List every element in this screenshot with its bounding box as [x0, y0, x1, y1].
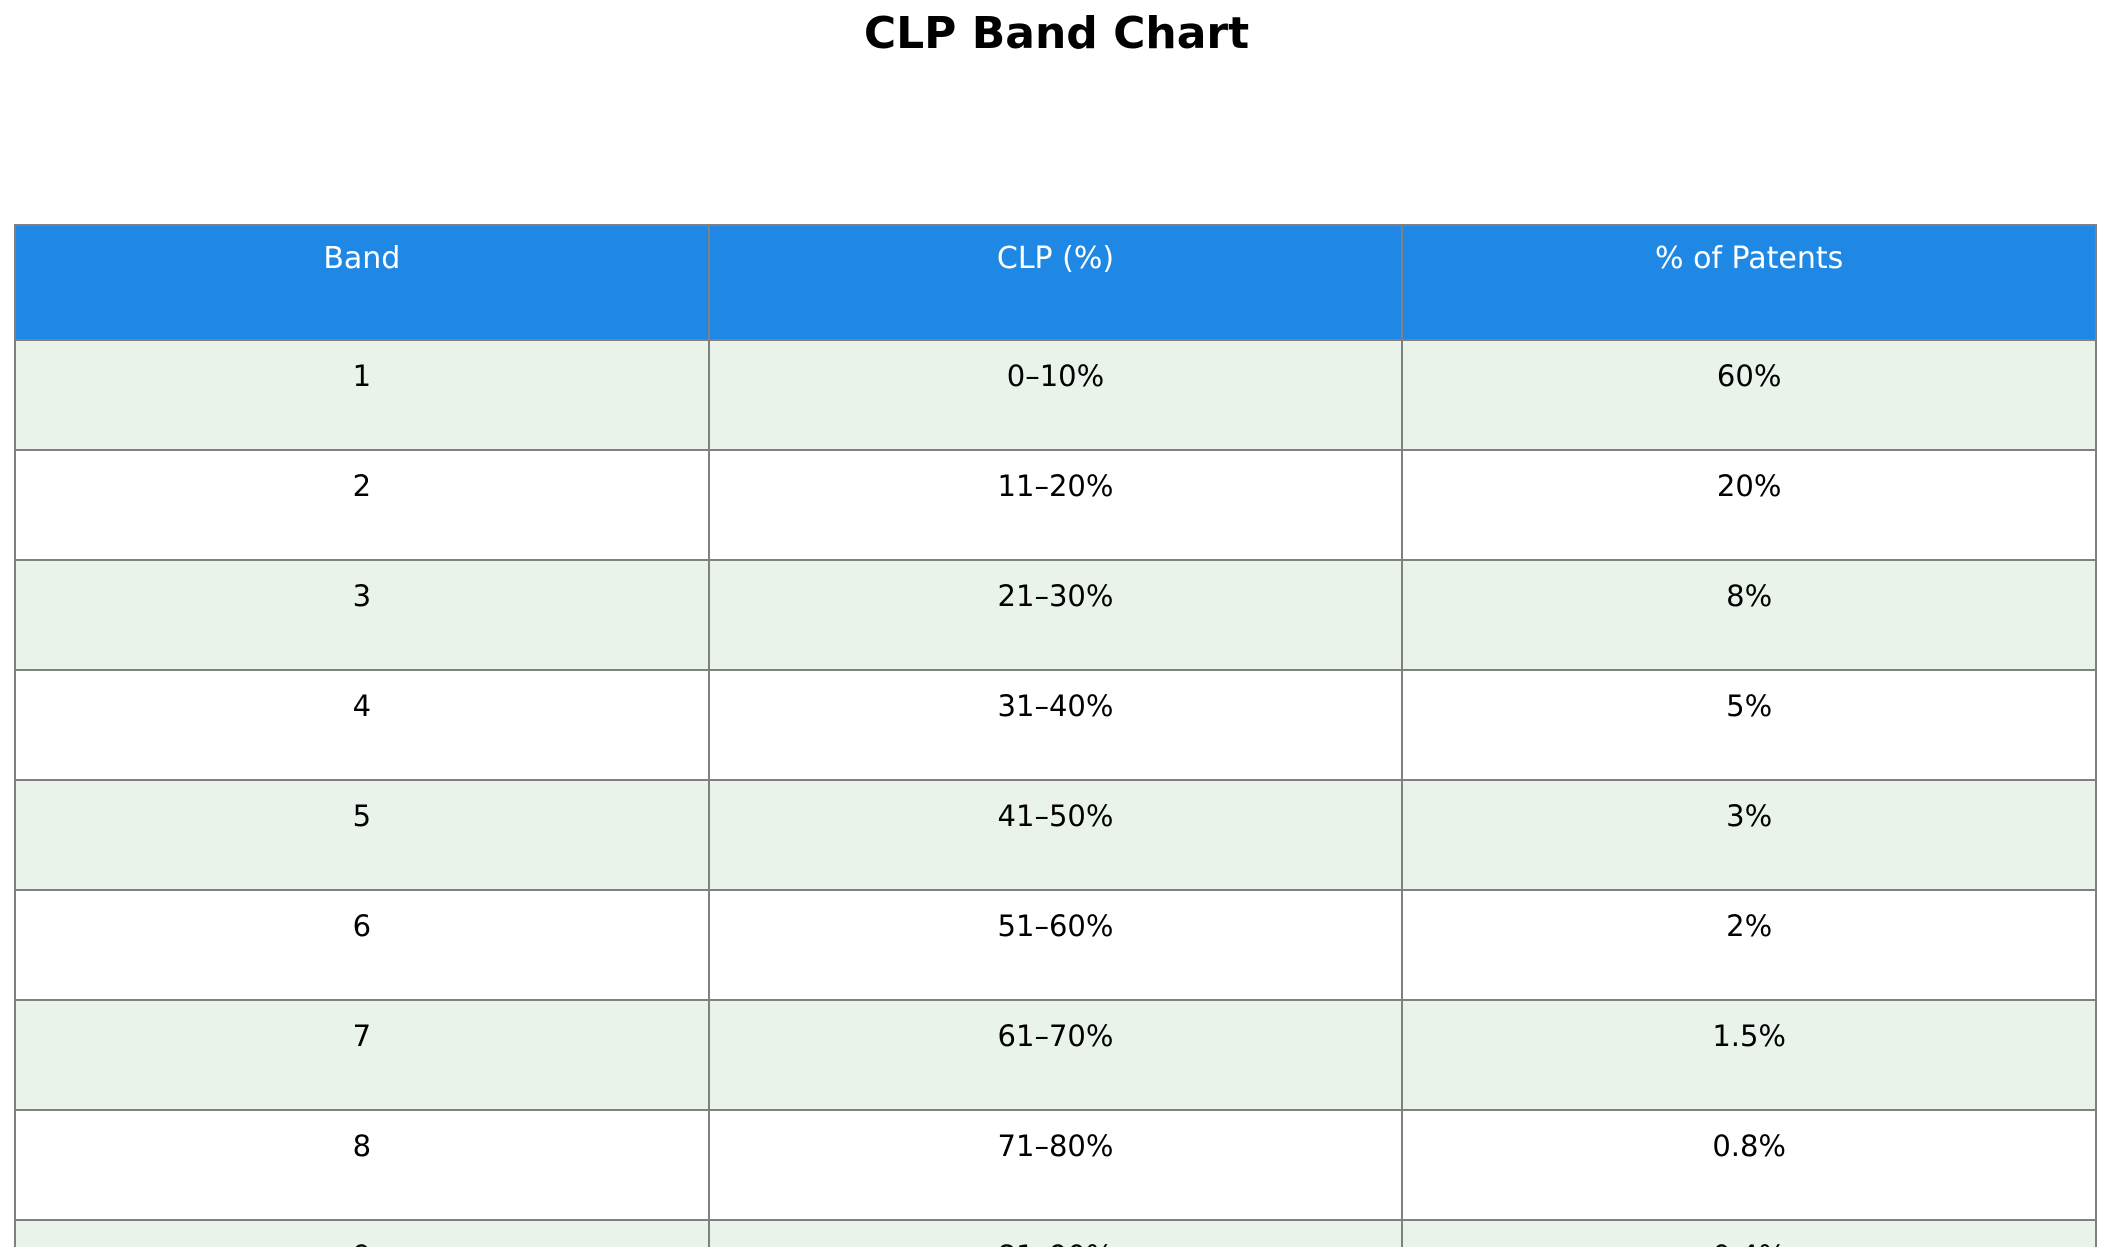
band-cell: 4 — [14, 669, 710, 781]
table-row: 981–90%0.4% — [14, 1219, 2097, 1247]
patents-cell: 5% — [1401, 669, 2097, 781]
column-header-band: Band — [14, 224, 710, 341]
band-cell: 3 — [14, 559, 710, 671]
band-cell: 2 — [14, 449, 710, 561]
band-cell: 1 — [14, 339, 710, 451]
page-title: CLP Band Chart — [863, 8, 1250, 59]
clp-cell: 41–50% — [707, 779, 1404, 891]
clp-cell: 31–40% — [707, 669, 1404, 781]
clp-cell: 81–90% — [707, 1219, 1404, 1247]
band-cell: 6 — [14, 889, 710, 1001]
clp-cell: 61–70% — [707, 999, 1404, 1111]
table-row: 8 71–80% 0.8% — [14, 1109, 2097, 1221]
table-row: 6 51–60% 2% — [14, 889, 2097, 1001]
table-header-row: Band CLP (%) % of Patents — [14, 224, 2097, 341]
column-header-clp: CLP (%) — [707, 224, 1404, 341]
band-cell: 5 — [14, 779, 710, 891]
clp-cell: 11–20% — [707, 449, 1404, 561]
table-row: 3 21–30% 8% — [14, 559, 2097, 671]
table-body: 1 0–10% 60% 2 11–20% 20% 3 21–30% 8% 4 31–40% 5% 5 41… — [14, 339, 2097, 1247]
band-cell: 8 — [14, 1109, 710, 1221]
patents-cell: 3% — [1401, 779, 2097, 891]
clp-cell: 0–10% — [707, 339, 1404, 451]
patents-cell: 8% — [1401, 559, 2097, 671]
patents-cell: 0.4% — [1401, 1219, 2097, 1247]
clp-cell: 21–30% — [707, 559, 1404, 671]
column-header-patents: % of Patents — [1401, 224, 2097, 341]
clp-cell: 71–80% — [707, 1109, 1404, 1221]
table-row: 4 31–40% 5% — [14, 669, 2097, 781]
patents-cell: 0.8% — [1401, 1109, 2097, 1221]
table-row: 1 0–10% 60% — [14, 339, 2097, 451]
band-cell: 7 — [14, 999, 710, 1111]
table-row: 2 11–20% 20% — [14, 449, 2097, 561]
patents-cell: 2% — [1401, 889, 2097, 1001]
patents-cell: 1.5% — [1401, 999, 2097, 1111]
clp-band-table: Band CLP (%) % of Patents 1 0–10% 60% 2 11–2… — [14, 224, 2097, 1247]
table-row: 5 41–50% 3% — [14, 779, 2097, 891]
clp-cell: 51–60% — [707, 889, 1404, 1001]
table-row: 7 61–70% 1.5% — [14, 999, 2097, 1111]
patents-cell: 60% — [1401, 339, 2097, 451]
patents-cell: 20% — [1401, 449, 2097, 561]
band-cell: 9 — [14, 1219, 710, 1247]
